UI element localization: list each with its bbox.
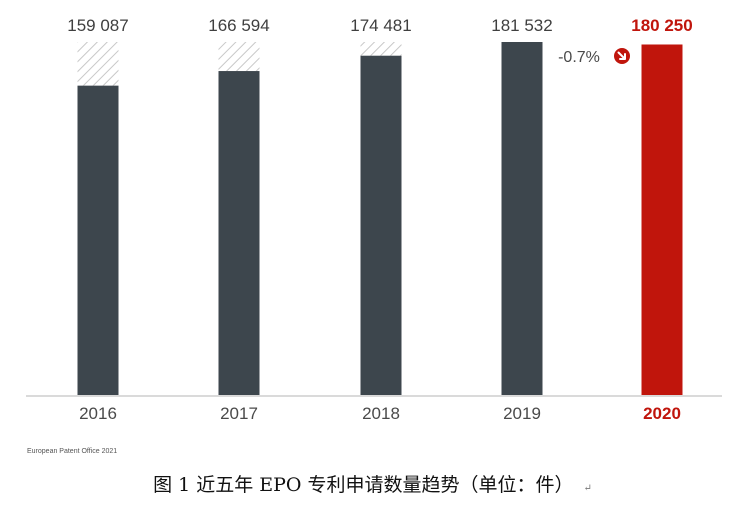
- bar-2017: [218, 71, 260, 395]
- tick-label-2019: 2019: [503, 404, 541, 423]
- tick-label-2017: 2017: [220, 404, 258, 423]
- figure-caption: 图 1 近五年 EPO 专利申请数量趋势（单位：件） ↵: [0, 470, 745, 497]
- down-arrow-icon: [614, 48, 630, 64]
- bar-2018: [360, 55, 402, 396]
- bar-2016: [77, 85, 119, 396]
- bar-gap-hatch: [360, 42, 402, 56]
- value-label-2016: 159 087: [67, 16, 128, 35]
- bar-gap-hatch: [218, 42, 260, 72]
- source-note: European Patent Office 2021: [27, 448, 118, 455]
- bar-gap-hatch: [77, 42, 119, 86]
- tick-label-2016: 2016: [79, 404, 117, 423]
- bar-2019: [501, 42, 543, 395]
- tick-label-2018: 2018: [362, 404, 400, 423]
- value-label-2017: 166 594: [208, 16, 269, 35]
- caption-text: 图 1 近五年 EPO 专利申请数量趋势（单位：件）: [153, 474, 574, 496]
- return-mark: ↵: [583, 483, 592, 494]
- change-label: -0.7%: [558, 49, 600, 66]
- value-label-2020: 180 250: [631, 16, 692, 35]
- tick-label-2020: 2020: [643, 404, 681, 423]
- bar-2020: [641, 44, 683, 396]
- bar-chart: 159 087 166 594 174 481 181 532 180 250 2016…: [26, 16, 722, 423]
- value-label-2019: 181 532: [491, 16, 552, 35]
- value-label-2018: 174 481: [350, 16, 411, 35]
